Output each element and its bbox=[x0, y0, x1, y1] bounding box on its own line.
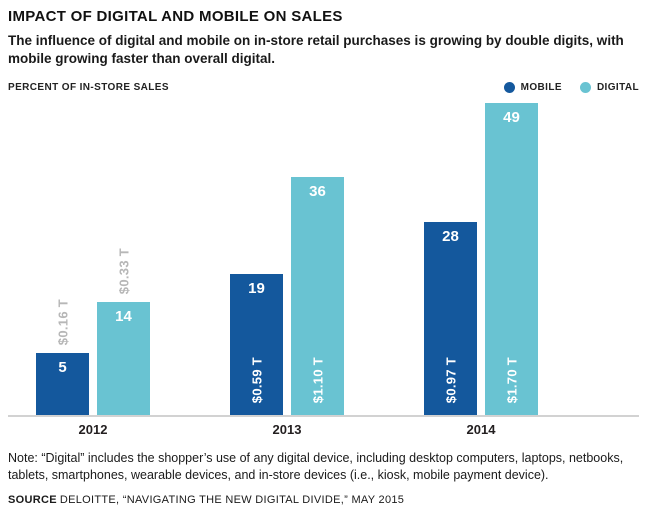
bar-mobile-2012: 5 bbox=[36, 353, 89, 416]
digital-legend-dot-icon bbox=[579, 82, 591, 94]
bar-wrap-digital-2014: 49 $1.70 T bbox=[485, 99, 538, 416]
mobile-legend-dot-icon bbox=[503, 82, 515, 94]
bar-wrap-mobile-2013: 19 $0.59 T bbox=[230, 99, 283, 416]
legend-item-mobile: MOBILE bbox=[503, 82, 562, 94]
legend-label-mobile: MOBILE bbox=[520, 82, 562, 94]
bar-value-label: 49 bbox=[503, 109, 520, 127]
bar-wrap-mobile-2012: $0.16 T 5 bbox=[36, 99, 89, 416]
bar-dollar-label: $0.16 T bbox=[55, 299, 70, 346]
x-axis-label-2012: 2012 bbox=[78, 422, 108, 438]
bar-group-2013: 19 $0.59 T 36 $1.10 T bbox=[230, 99, 344, 416]
bars-area: $0.16 T 5 $0.33 T 14 19 $0.59 T 36 $1.10 T 28 $0.… bbox=[8, 99, 639, 418]
bar-value-label: 19 bbox=[248, 280, 265, 298]
bar-value-label: 36 bbox=[309, 183, 326, 201]
source-label: SOURCE bbox=[8, 494, 57, 507]
bar-group-2012: $0.16 T 5 $0.33 T 14 bbox=[36, 99, 150, 416]
bar-dollar-label: $1.10 T bbox=[310, 357, 325, 404]
footnote: Note: “Digital” includes the shopper’s u… bbox=[8, 451, 624, 483]
x-axis-label-2013: 2013 bbox=[272, 422, 302, 438]
bar-mobile-2013: 19 $0.59 T bbox=[230, 274, 283, 416]
bar-wrap-mobile-2014: 28 $0.97 T bbox=[424, 99, 477, 416]
legend-item-digital: DIGITAL bbox=[579, 82, 639, 94]
page-title: IMPACT OF DIGITAL AND MOBILE ON SALES bbox=[8, 8, 343, 25]
source-text: DELOITTE, “NAVIGATING THE NEW DIGITAL DI… bbox=[59, 494, 405, 507]
bar-digital-2013: 36 $1.10 T bbox=[291, 177, 344, 416]
bar-wrap-digital-2012: $0.33 T 14 bbox=[97, 99, 150, 416]
bar-dollar-label: $1.70 T bbox=[504, 357, 519, 404]
bar-chart: $0.16 T 5 $0.33 T 14 19 $0.59 T 36 $1.10 T 28 $0.… bbox=[8, 99, 639, 437]
bar-value-label: 14 bbox=[115, 308, 132, 326]
chart-subtitle: The influence of digital and mobile on i… bbox=[8, 33, 624, 67]
x-axis-labels: 2012 2013 2014 bbox=[8, 422, 639, 437]
bar-group-2014: 28 $0.97 T 49 $1.70 T bbox=[424, 99, 538, 416]
bar-wrap-digital-2013: 36 $1.10 T bbox=[291, 99, 344, 416]
source-line: SOURCE DELOITTE, “NAVIGATING THE NEW DIGI… bbox=[8, 494, 639, 506]
bar-dollar-label: $0.97 T bbox=[443, 357, 458, 404]
bar-dollar-label: $0.59 T bbox=[249, 357, 264, 404]
axis-legend-row: PERCENT OF IN-STORE SALES MOBILE DIGITAL bbox=[8, 82, 639, 94]
legend: MOBILE DIGITAL bbox=[503, 82, 639, 94]
bar-digital-2014: 49 $1.70 T bbox=[485, 103, 538, 416]
bar-value-label: 5 bbox=[58, 359, 67, 377]
bar-digital-2012: 14 bbox=[97, 302, 150, 416]
bar-mobile-2014: 28 $0.97 T bbox=[424, 222, 477, 416]
bar-dollar-label: $0.33 T bbox=[116, 248, 131, 295]
x-axis-label-2014: 2014 bbox=[466, 422, 496, 438]
bar-value-label: 28 bbox=[442, 228, 459, 246]
legend-label-digital: DIGITAL bbox=[596, 82, 639, 94]
y-axis-label: PERCENT OF IN-STORE SALES bbox=[8, 82, 169, 94]
